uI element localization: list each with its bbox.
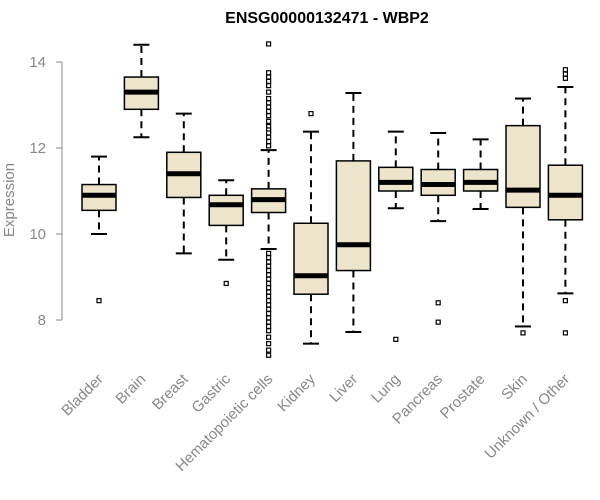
outlier-point [266,255,272,261]
outlier-point [266,70,272,76]
outlier-point [562,330,569,336]
outlier-point [266,83,272,89]
outlier-point [266,41,272,47]
x-tick-label: Skin [498,371,531,404]
outlier-point [266,143,272,149]
box-group [250,41,287,358]
outlier-point [266,352,272,358]
outlier-point [223,280,229,287]
outlier-point [308,110,314,117]
outlier-point [266,280,272,287]
chart-title: ENSG00000132471 - WBP2 [225,10,429,27]
outlier-point [266,104,272,110]
box-iqr [335,160,372,272]
box-group [208,179,244,287]
outlier-point [96,298,102,304]
x-tick-label: Kidney [274,370,319,415]
outlier-point [266,306,272,312]
outlier-point [266,263,272,269]
x-tick-label: Liver [326,371,361,406]
outlier-point [562,75,569,81]
box-group [335,91,372,334]
outlier-point [266,323,272,330]
x-tick-label: Brain [112,371,149,408]
box-iqr [293,222,329,295]
outlier-point [562,71,569,77]
outlier-point [266,89,272,95]
outlier-point [266,113,272,119]
outlier-point [266,328,272,334]
y-tick-label: 10 [29,226,46,243]
outlier-point [266,74,272,80]
y-axis: 8 10 12 14 [29,54,63,329]
x-tick-label: Breast [149,370,192,413]
box-group [505,97,541,336]
box-iqr [378,166,414,192]
outlier-point [266,285,272,291]
outlier-point [266,78,272,84]
x-tick-label: Lung [368,371,404,407]
outlier-point [435,319,441,325]
outlier-point [266,259,272,265]
outlier-point [266,138,272,145]
outlier-point [435,300,441,306]
outlier-point [266,334,272,340]
outlier-point [266,108,272,115]
box-iqr [208,194,244,227]
boxes [81,41,584,358]
box-group [462,138,499,211]
outlier-point [266,310,272,317]
outlier-point [266,95,272,102]
outlier-point [266,134,272,140]
outlier-point [266,298,272,304]
box-group [420,131,456,325]
outlier-point [266,315,272,321]
outlier-point [266,130,272,136]
outlier-point [266,341,272,347]
y-tick-label: 14 [29,54,46,71]
outlier-point [266,319,272,325]
outlier-point [266,276,272,282]
outlier-point [266,293,272,299]
outlier-point [266,250,272,256]
outlier-point [266,118,272,124]
box-group [293,110,329,345]
box-group [81,155,117,304]
box-group [123,43,160,139]
outlier-point [266,272,272,278]
outlier-point [266,347,272,353]
outlier-point [266,289,272,295]
outlier-point [266,267,272,274]
x-tick-label: Bladder [58,371,107,420]
box-iqr [505,124,541,209]
y-tick-label: 8 [38,312,46,329]
outlier-point [562,298,569,304]
y-tick-label: 12 [29,140,46,157]
box-group [166,112,202,255]
outlier-point [562,67,569,73]
box-group [547,67,584,336]
box-group [378,130,414,342]
outlier-point [393,336,399,342]
y-axis-label: Expression [1,163,18,237]
outlier-point [520,330,526,336]
x-tick-label: Prostate [437,371,489,423]
outlier-point [266,100,272,106]
outlier-point [266,302,272,308]
box-iqr [547,164,584,221]
